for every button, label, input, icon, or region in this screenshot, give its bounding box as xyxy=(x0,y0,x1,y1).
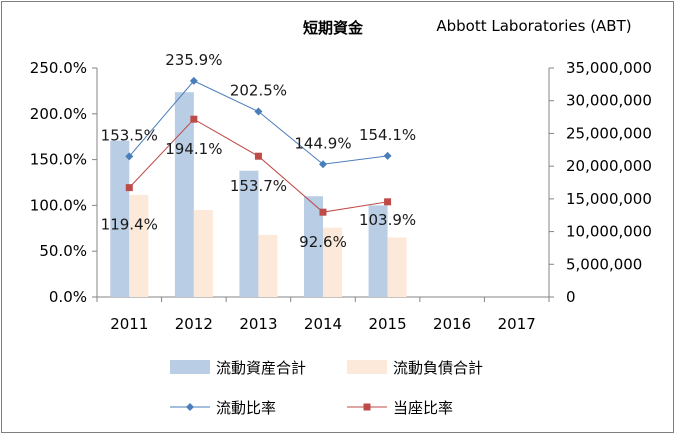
quick-ratio-point xyxy=(384,198,392,206)
chart-subtitle: Abbott Laboratories (ABT) xyxy=(436,17,631,35)
bar-current-liabilities xyxy=(129,194,149,297)
current-ratio-point xyxy=(319,160,327,169)
quick-ratio-point xyxy=(319,208,327,216)
right-axis-tick-label: 5,000,000 xyxy=(566,255,642,273)
left-axis-tick-label: 200.0% xyxy=(30,105,87,123)
quick-ratio-data-label: 153.7% xyxy=(230,177,287,195)
legend-item-current-assets: 流動資産合計 xyxy=(170,359,306,377)
left-axis-tick-label: 100.0% xyxy=(30,196,87,214)
bar-current-liabilities xyxy=(193,209,213,297)
right-axis-tick-label: 20,000,000 xyxy=(566,157,652,175)
legend-label: 当座比率 xyxy=(393,399,453,417)
quick-ratio-data-label: 92.6% xyxy=(299,233,347,251)
current-ratio-point xyxy=(383,151,392,160)
legend-label: 流動資産合計 xyxy=(216,359,306,377)
current-ratio-data-label: 235.9% xyxy=(165,51,222,69)
current-ratio-data-label: 202.5% xyxy=(230,82,287,100)
legend-swatch xyxy=(170,360,210,374)
bar-current-liabilities xyxy=(258,234,278,297)
x-axis-tick-label: 2012 xyxy=(175,315,213,333)
legend-label: 流動比率 xyxy=(216,399,276,417)
current-ratio-point xyxy=(254,107,263,116)
x-axis-tick-label: 2011 xyxy=(110,315,148,333)
chart-title: 短期資金 xyxy=(303,19,364,37)
legend-marker xyxy=(363,403,371,411)
right-axis-tick-label: 0 xyxy=(566,288,576,306)
x-axis-tick-label: 2014 xyxy=(304,315,342,333)
quick-ratio-data-label: 194.1% xyxy=(165,140,222,158)
current-ratio-point xyxy=(125,152,134,161)
bar-current-liabilities xyxy=(387,237,407,297)
left-axis-tick-label: 250.0% xyxy=(30,59,87,77)
right-axis-tick-label: 35,000,000 xyxy=(566,59,652,77)
right-axis-tick-label: 10,000,000 xyxy=(566,223,652,241)
right-axis-tick-label: 15,000,000 xyxy=(566,190,652,208)
right-axis-tick-label: 30,000,000 xyxy=(566,92,652,110)
x-axis-tick-label: 2017 xyxy=(498,315,536,333)
left-axis-tick-label: 150.0% xyxy=(30,151,87,169)
bar-current-assets xyxy=(110,140,130,297)
quick-ratio-data-label: 103.9% xyxy=(359,211,416,229)
current-ratio-data-label: 144.9% xyxy=(294,134,351,152)
bar-current-liabilities xyxy=(323,227,342,297)
quick-ratio-data-label: 119.4% xyxy=(101,216,158,234)
legend-label: 流動負債合計 xyxy=(393,359,483,377)
legend-item-current-ratio: 流動比率 xyxy=(170,399,276,417)
bar-current-assets xyxy=(239,170,259,297)
x-axis-tick-label: 2015 xyxy=(368,315,406,333)
legend-item-current-liabilities: 流動負債合計 xyxy=(347,359,483,377)
left-axis-tick-label: 0.0% xyxy=(49,288,87,306)
legend-item-quick-ratio: 当座比率 xyxy=(347,399,453,417)
bar-current-assets xyxy=(174,92,194,297)
left-axis-tick-label: 50.0% xyxy=(39,242,87,260)
legend-marker xyxy=(186,403,194,411)
x-axis-tick-label: 2013 xyxy=(239,315,277,333)
bar-current-assets xyxy=(304,196,323,297)
quick-ratio-point xyxy=(125,184,133,192)
quick-ratio-point xyxy=(254,152,262,160)
bar-current-assets xyxy=(368,205,388,297)
right-axis-tick-label: 25,000,000 xyxy=(566,124,652,142)
current-ratio-data-label: 153.5% xyxy=(101,126,158,144)
legend-swatch xyxy=(347,360,387,374)
current-ratio-point xyxy=(189,76,198,85)
x-axis-tick-label: 2016 xyxy=(433,315,471,333)
quick-ratio-point xyxy=(190,115,198,123)
current-ratio-data-label: 154.1% xyxy=(359,126,416,144)
